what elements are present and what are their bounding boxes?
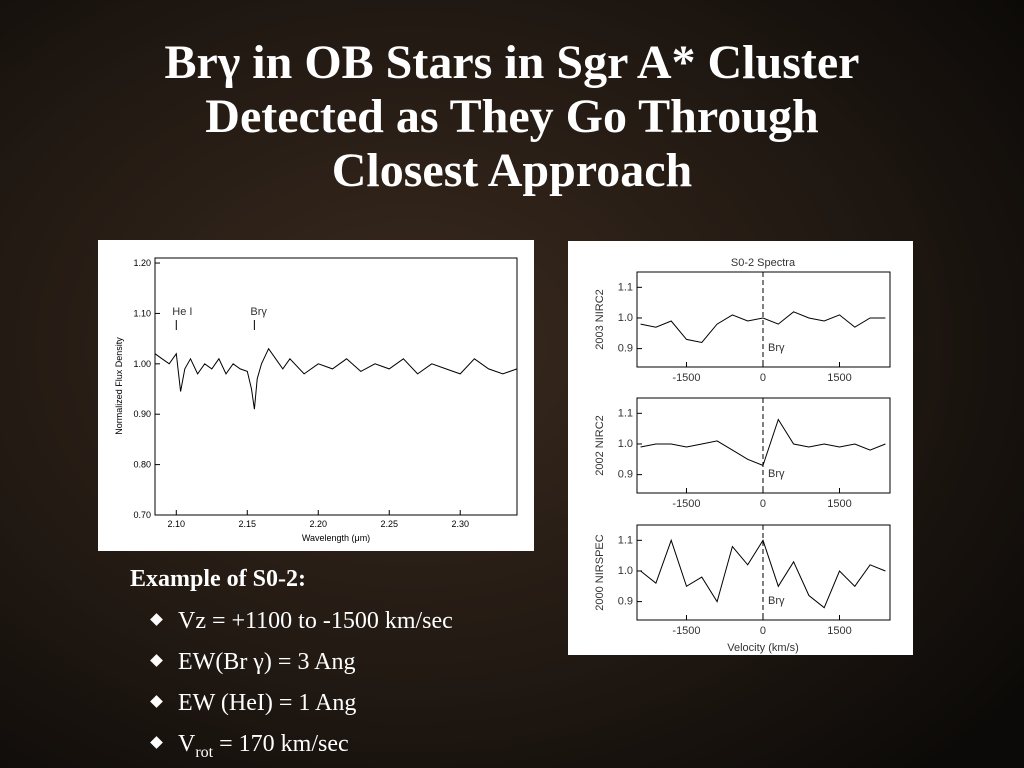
y-tick-label: 1.0 bbox=[618, 565, 633, 577]
y-axis-label: Normalized Flux Density bbox=[114, 337, 124, 435]
plot-frame bbox=[636, 397, 891, 494]
title-line: Closest Approach bbox=[332, 144, 693, 197]
bullet-item: Vz = +1100 to -1500 km/sec bbox=[178, 608, 453, 634]
bullet-item: EW(Br γ) = 3 Ang bbox=[178, 649, 355, 675]
y-tick-label: 1.0 bbox=[618, 438, 633, 450]
y-tick-label: 0.9 bbox=[618, 469, 633, 481]
bullet-item: Vrot = 170 km/sec bbox=[178, 731, 349, 761]
charts: 2.10 2.15 2.20 2.25 2.300.700.800.901.001.10… bbox=[114, 257, 891, 654]
y-tick-label: 1.20 bbox=[133, 258, 151, 268]
y-tick-label: 0.9 bbox=[618, 343, 633, 355]
bullet-text: EW(Br γ) = 3 Ang bbox=[178, 649, 355, 675]
x-tick-label: 1500 bbox=[827, 625, 851, 637]
x-tick-label: 2.10 bbox=[168, 519, 186, 529]
annotation: Brγ bbox=[768, 468, 785, 480]
x-tick-label: 0 bbox=[760, 625, 766, 637]
plot-frame bbox=[636, 271, 891, 368]
bullet-item: EW (HeI) = 1 Ang bbox=[178, 690, 356, 716]
annotation: Brγ bbox=[768, 595, 785, 607]
plot-frame bbox=[154, 257, 518, 516]
x-tick-label: 2.20 bbox=[309, 519, 327, 529]
spectrum-line bbox=[154, 347, 518, 410]
y-tick-label: 1.1 bbox=[618, 281, 633, 293]
y-tick-label: 0.70 bbox=[133, 510, 151, 520]
y-tick-label: 1.10 bbox=[133, 308, 151, 318]
x-tick-label: 2.30 bbox=[451, 519, 469, 529]
annotation: He I bbox=[172, 306, 192, 318]
x-tick-label: -1500 bbox=[672, 625, 700, 637]
bullet-text: Vz = +1100 to -1500 km/sec bbox=[178, 608, 453, 634]
plot-frame bbox=[636, 524, 891, 621]
title-line: Brγ in OB Stars in Sgr A* Cluster bbox=[165, 36, 860, 89]
annotation: Brγ bbox=[768, 342, 785, 354]
y-tick-label: 1.0 bbox=[618, 312, 633, 324]
x-tick-label: 2.15 bbox=[239, 519, 257, 529]
title-line: Detected as They Go Through bbox=[205, 90, 818, 143]
y-tick-label: 0.90 bbox=[133, 409, 151, 419]
y-tick-label: 1.00 bbox=[133, 359, 151, 369]
chart-title: S0-2 Spectra bbox=[731, 257, 796, 269]
bullet-text: = 170 km/sec bbox=[213, 731, 349, 757]
y-tick-label: 1.1 bbox=[618, 534, 633, 546]
bullet-text: EW (HeI) = 1 Ang bbox=[178, 690, 356, 716]
bullet-heading: Example of S0-2: bbox=[130, 566, 306, 592]
x-tick-label: -1500 bbox=[672, 372, 700, 384]
x-tick-label: 1500 bbox=[827, 498, 851, 510]
x-tick-label: -1500 bbox=[672, 498, 700, 510]
x-axis-label: Wavelength (μm) bbox=[302, 533, 370, 543]
y-tick-label: 0.80 bbox=[133, 460, 151, 470]
spectrum-line bbox=[640, 538, 886, 609]
y-axis-label: 2003 NIRC2 bbox=[594, 289, 606, 350]
chart-panel bbox=[98, 240, 534, 551]
y-axis-label: 2002 NIRC2 bbox=[594, 415, 606, 476]
bullet-text: V bbox=[178, 731, 196, 757]
x-tick-label: 1500 bbox=[827, 372, 851, 384]
y-tick-label: 0.9 bbox=[618, 596, 633, 608]
y-tick-label: 1.1 bbox=[618, 407, 633, 419]
x-tick-label: 0 bbox=[760, 498, 766, 510]
y-axis-label: 2000 NIRSPEC bbox=[594, 534, 606, 610]
annotation: Brγ bbox=[250, 306, 267, 318]
spectrum-line bbox=[640, 311, 886, 344]
bullet-list: Vz = +1100 to -1500 km/sec EW(Br γ) = 3 A… bbox=[150, 608, 453, 761]
x-tick-label: 0 bbox=[760, 372, 766, 384]
subscript: rot bbox=[195, 744, 213, 761]
x-axis-label: Velocity (km/s) bbox=[727, 642, 799, 654]
x-tick-label: 2.25 bbox=[380, 519, 398, 529]
